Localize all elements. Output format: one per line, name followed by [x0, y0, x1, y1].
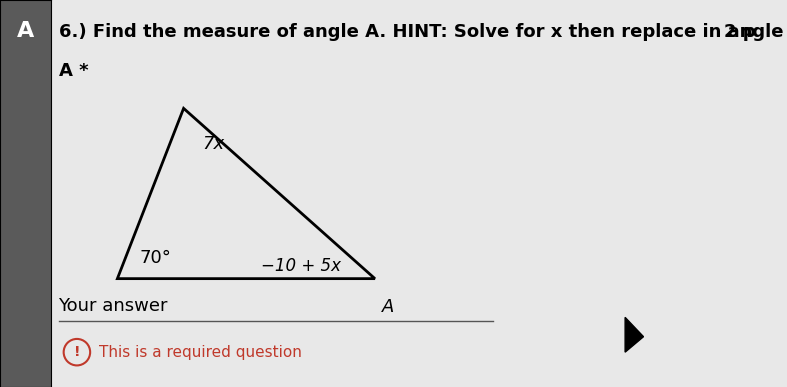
Text: Your answer: Your answer: [58, 297, 168, 315]
Text: This is a required question: This is a required question: [99, 345, 302, 360]
Text: 6.) Find the measure of angle A. HINT: Solve for x then replace in angle: 6.) Find the measure of angle A. HINT: S…: [58, 23, 783, 41]
Text: A *: A *: [58, 62, 88, 80]
Text: 2 p: 2 p: [725, 23, 756, 41]
Polygon shape: [625, 317, 644, 352]
Text: −10 + 5x: −10 + 5x: [260, 257, 341, 275]
Text: 7x: 7x: [202, 135, 224, 154]
Text: A: A: [382, 298, 394, 316]
Text: A: A: [17, 21, 34, 41]
Text: 70°: 70°: [139, 249, 172, 267]
Text: !: !: [74, 345, 80, 359]
